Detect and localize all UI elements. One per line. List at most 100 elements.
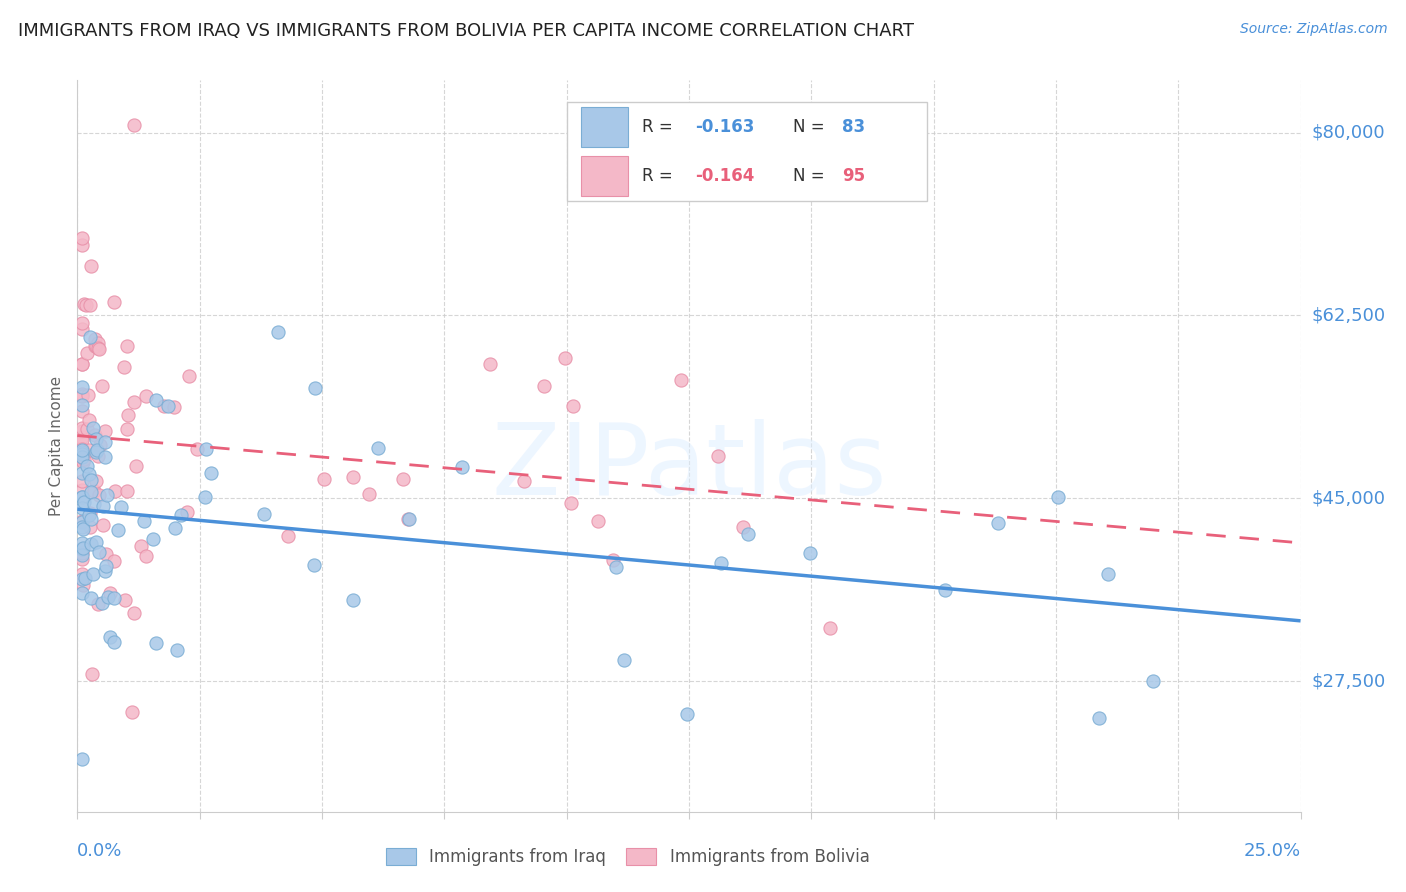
- Point: [710, 556, 733, 570]
- Point: [70, 425, 93, 439]
- Point: [94, 547, 117, 561]
- Point: [97, 590, 120, 604]
- Point: [75, 571, 97, 585]
- Point: [94, 424, 117, 438]
- Point: [70, 450, 93, 464]
- Point: [398, 512, 420, 526]
- Point: [613, 652, 636, 666]
- Point: [156, 399, 179, 413]
- Point: [312, 472, 335, 486]
- Point: [91, 499, 114, 513]
- Point: [304, 558, 326, 572]
- Point: [512, 475, 534, 489]
- Point: [367, 442, 389, 456]
- Point: [200, 466, 222, 480]
- Point: [70, 357, 93, 371]
- Point: [87, 341, 110, 355]
- Point: [110, 500, 132, 514]
- Text: 83: 83: [842, 118, 865, 136]
- FancyBboxPatch shape: [581, 107, 628, 147]
- Point: [142, 532, 165, 546]
- Text: N =: N =: [793, 168, 830, 186]
- Point: [533, 378, 555, 392]
- Point: [70, 238, 93, 252]
- Point: [70, 549, 93, 563]
- Point: [70, 434, 93, 448]
- Point: [987, 516, 1010, 530]
- Point: [70, 453, 93, 467]
- Point: [80, 667, 103, 681]
- Point: [84, 339, 107, 353]
- Point: [267, 325, 290, 339]
- Text: $45,000: $45,000: [1312, 489, 1386, 508]
- FancyBboxPatch shape: [567, 103, 928, 201]
- Point: [70, 421, 93, 435]
- Point: [186, 442, 208, 457]
- Point: [73, 297, 96, 311]
- Text: -0.163: -0.163: [695, 118, 755, 136]
- Point: [117, 422, 139, 436]
- Point: [253, 507, 276, 521]
- Point: [304, 381, 326, 395]
- Point: [72, 541, 94, 555]
- Point: [103, 554, 125, 568]
- Point: [554, 351, 576, 366]
- Point: [177, 369, 200, 384]
- Point: [342, 469, 364, 483]
- Text: 95: 95: [842, 168, 865, 186]
- Point: [103, 635, 125, 649]
- Point: [70, 536, 93, 550]
- Point: [91, 596, 114, 610]
- Point: [79, 329, 101, 343]
- FancyBboxPatch shape: [581, 156, 628, 196]
- Text: -0.164: -0.164: [695, 168, 755, 186]
- Text: ZIPatlas: ZIPatlas: [491, 419, 887, 516]
- Point: [396, 511, 419, 525]
- Point: [135, 389, 157, 403]
- Point: [478, 358, 501, 372]
- Point: [70, 542, 93, 557]
- Point: [70, 515, 93, 529]
- Point: [70, 450, 93, 464]
- Point: [79, 520, 101, 534]
- Point: [84, 432, 107, 446]
- Text: $27,500: $27,500: [1312, 672, 1386, 690]
- Text: $80,000: $80,000: [1312, 123, 1385, 142]
- Point: [70, 501, 93, 516]
- Point: [82, 420, 104, 434]
- Point: [89, 438, 111, 452]
- Point: [166, 643, 188, 657]
- Point: [125, 459, 148, 474]
- Y-axis label: Per Capita Income: Per Capita Income: [49, 376, 65, 516]
- Point: [94, 565, 117, 579]
- Point: [70, 387, 93, 401]
- Point: [675, 706, 697, 721]
- Point: [70, 357, 93, 371]
- Point: [122, 118, 145, 132]
- Point: [73, 494, 96, 508]
- Point: [277, 529, 299, 543]
- Point: [359, 487, 381, 501]
- Point: [799, 547, 821, 561]
- Point: [1047, 491, 1070, 505]
- Point: [70, 515, 93, 529]
- Point: [103, 484, 125, 499]
- Point: [70, 380, 93, 394]
- Point: [669, 373, 692, 387]
- Point: [70, 404, 93, 418]
- Point: [145, 392, 167, 407]
- Point: [1088, 711, 1111, 725]
- Point: [586, 515, 609, 529]
- Point: [83, 332, 105, 346]
- Point: [602, 553, 624, 567]
- Point: [117, 408, 139, 422]
- Point: [70, 474, 93, 488]
- Point: [83, 496, 105, 510]
- Point: [80, 484, 103, 499]
- Point: [70, 483, 93, 497]
- Point: [70, 389, 93, 403]
- Point: [79, 536, 101, 550]
- Point: [86, 336, 108, 351]
- Point: [103, 591, 125, 605]
- Legend: Immigrants from Iraq, Immigrants from Bolivia: Immigrants from Iraq, Immigrants from Bo…: [380, 841, 876, 873]
